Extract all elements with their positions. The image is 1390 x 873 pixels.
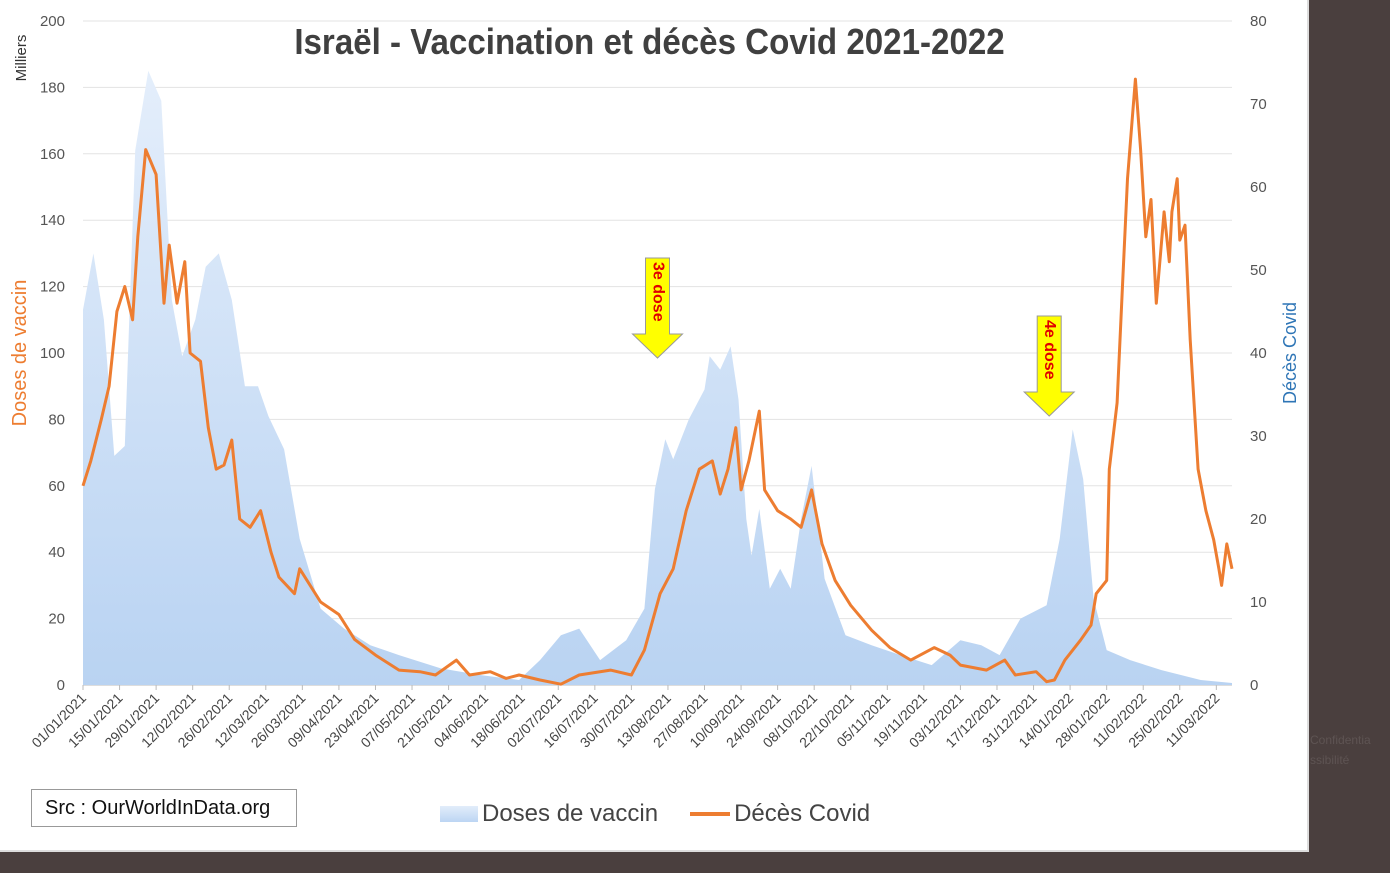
y-left-tick-label: 160 — [40, 146, 65, 163]
y-left-tick-label: 80 — [48, 411, 65, 428]
y-right-tick-label: 40 — [1250, 345, 1267, 362]
y-right-tick-label: 20 — [1250, 511, 1267, 528]
legend: Doses de vaccin Décès Covid — [440, 800, 870, 828]
y-right-tick-label: 10 — [1250, 594, 1267, 611]
y-right-tick-label: 0 — [1250, 677, 1258, 694]
y-left-tick-label: 0 — [57, 677, 65, 694]
y-right-tick-label: 30 — [1250, 428, 1267, 445]
series-line-deces — [81, 77, 1234, 686]
y-left-tick-label: 60 — [48, 478, 65, 495]
legend-label-deces: Décès Covid — [734, 800, 871, 827]
chart-title: Israël - Vaccination et décès Covid 2021… — [294, 23, 1004, 63]
annotation-label: 3e dose — [649, 262, 666, 322]
y-left-tick-label: 20 — [48, 611, 65, 628]
legend-swatch-doses — [440, 806, 478, 822]
annotation-label: 4e dose — [1041, 320, 1058, 380]
chart-panel: 0 20 40 60 80 100 120 140 160 180 200 0 10 20 30 40 50 60… — [0, 0, 1309, 852]
y-left-tick-label: 40 — [48, 544, 65, 561]
y-left-tick-label: 200 — [40, 13, 65, 30]
chart-svg: 0 20 40 60 80 100 120 140 160 180 200 0 10 20 30 40 50 60… — [9, 13, 1300, 751]
source-note: Src : OurWorldInData.org — [31, 789, 297, 827]
y-left-label: Doses de vaccin — [9, 280, 31, 427]
annotation-arrow: 3e dose — [631, 257, 684, 359]
arrow-down-icon — [631, 257, 684, 359]
y-right-tick-label: 80 — [1250, 13, 1267, 30]
y-right-tick-label: 60 — [1250, 179, 1267, 196]
annotation-arrow: 4e dose — [1022, 315, 1076, 417]
side-text-2: ssibilité — [1310, 753, 1350, 767]
y-left-tick-label: 140 — [40, 212, 65, 229]
legend-swatch-deces — [690, 812, 731, 816]
y-left-tick-label: 100 — [40, 345, 65, 362]
legend-label-doses: Doses de vaccin — [482, 800, 659, 827]
series-area-doses — [83, 70, 1232, 686]
y-right-tick-label: 50 — [1250, 262, 1267, 279]
y-left-unit: Milliers — [13, 35, 30, 82]
y-left-tick-label: 180 — [40, 79, 65, 96]
y-right-label: Décès Covid — [1280, 302, 1300, 404]
y-left-tick-label: 120 — [40, 279, 65, 296]
arrow-down-icon — [1022, 315, 1076, 417]
side-text-1: Confidentia — [1310, 733, 1371, 747]
y-right-tick-label: 70 — [1250, 96, 1267, 113]
